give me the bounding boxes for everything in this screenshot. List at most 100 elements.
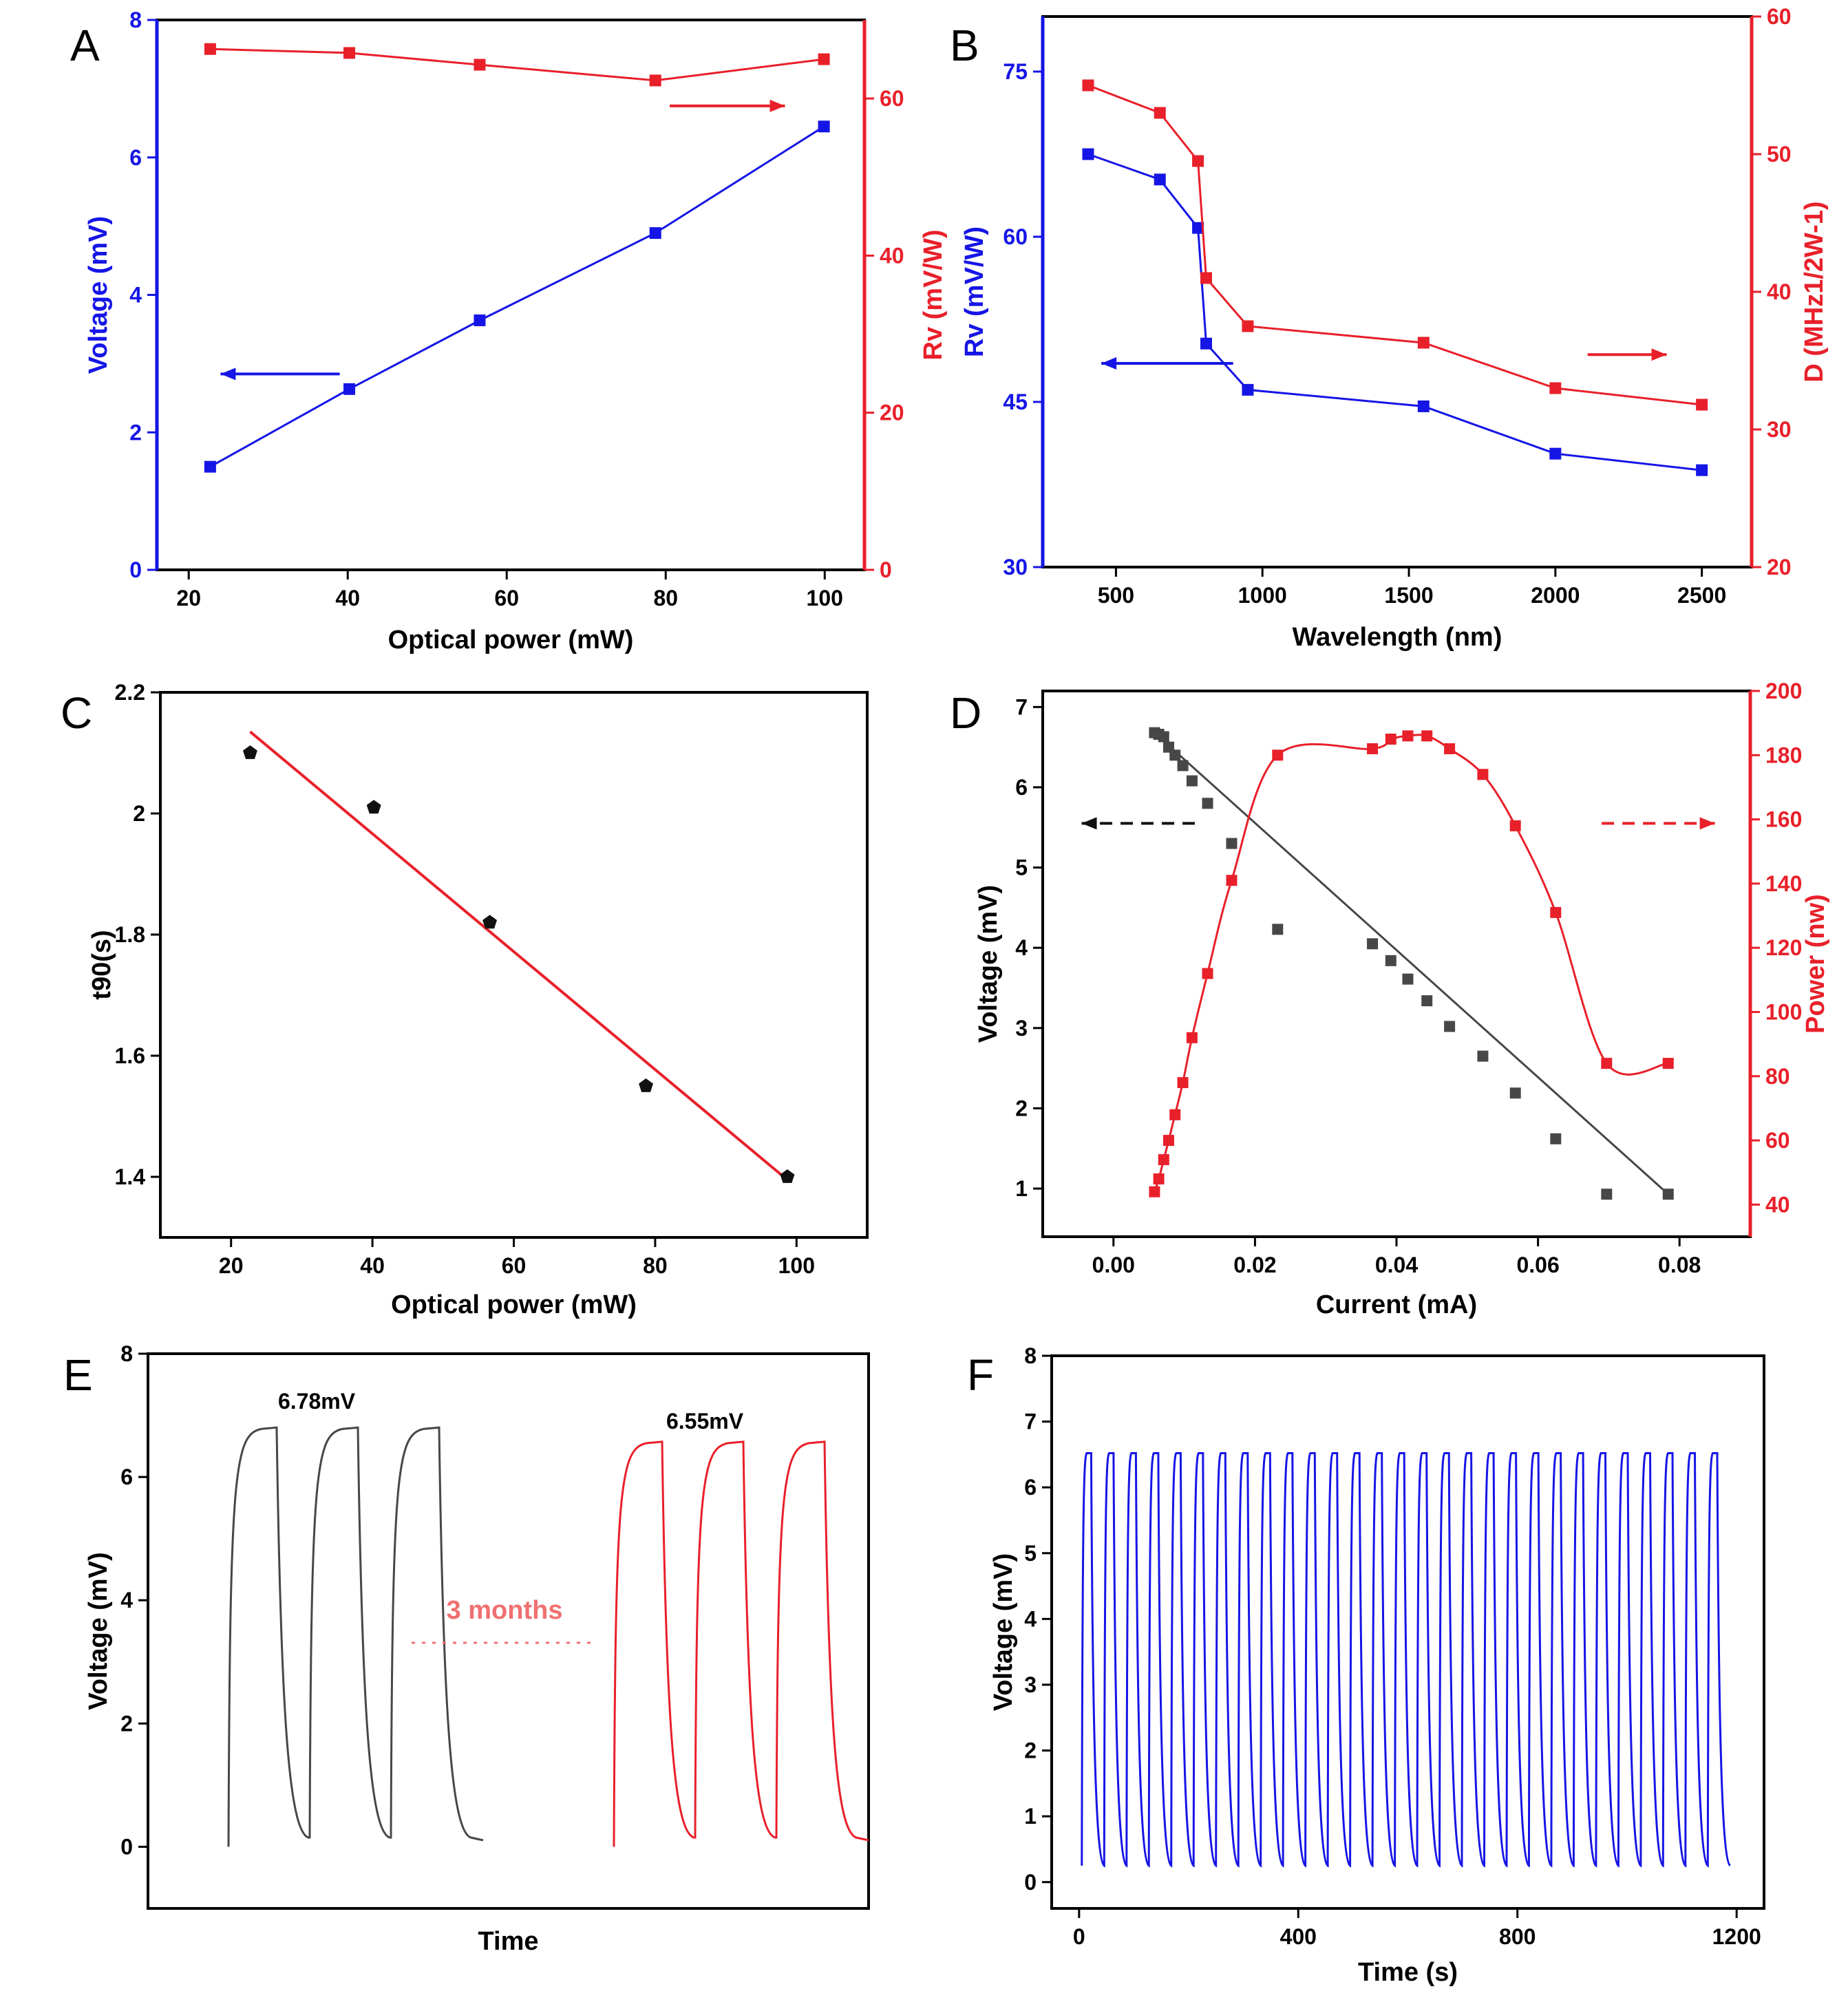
y-tick-label: 4 xyxy=(120,1588,133,1612)
panel-label-a: A xyxy=(70,21,100,70)
voltage-point xyxy=(1186,775,1198,787)
panel-label-f: F xyxy=(967,1350,994,1400)
y-right-tick-label: 20 xyxy=(1767,555,1792,579)
y-tick-label: 6 xyxy=(129,145,142,170)
gap-label: 3 months xyxy=(447,1596,563,1625)
voltage-point xyxy=(1367,938,1379,950)
rv-point xyxy=(1417,400,1430,412)
y-axis-title: Voltage (mV) xyxy=(974,885,1003,1043)
detectivity-point xyxy=(1696,398,1708,411)
plot-frame-f xyxy=(1050,1354,1765,1910)
y-right-tick-label: 120 xyxy=(1765,935,1802,960)
x-axis-title: Optical power (mW) xyxy=(388,626,634,654)
x-tick-label: 1200 xyxy=(1712,1924,1761,1949)
voltage-series-line xyxy=(1154,732,1669,1195)
y-tick-label: 6 xyxy=(120,1465,133,1489)
power-point xyxy=(1477,769,1489,780)
voltage-point xyxy=(1550,1133,1562,1144)
rv-series-line xyxy=(210,47,825,82)
left-axis-arrow-head xyxy=(220,368,236,381)
x-tick-label: 80 xyxy=(643,1253,668,1278)
voltage-point xyxy=(343,383,356,395)
y-tick-label: 7 xyxy=(1024,1409,1037,1434)
power-point xyxy=(1158,1154,1169,1166)
y-tick-label: 60 xyxy=(1003,224,1028,249)
y-right-tick-label: 180 xyxy=(1765,743,1802,767)
x-tick-label: 100 xyxy=(778,1253,815,1278)
x-tick-label: 40 xyxy=(360,1253,385,1278)
power-point xyxy=(1202,968,1213,979)
panel-label-b: B xyxy=(950,21,979,70)
panel-label-c: C xyxy=(61,688,92,738)
detectivity-point xyxy=(1417,337,1430,349)
x-axis-title: Time (s) xyxy=(1358,1958,1458,1987)
detectivity-series-line xyxy=(1087,84,1702,406)
y-right-axis-title: Rv (mV/W) xyxy=(919,230,948,361)
detectivity-point xyxy=(1192,155,1204,167)
plot-b: 500 1000 1500 2000 2500 30 45 60 75 20 30 40 50 60 Wav… xyxy=(960,4,1829,652)
panel-d: D 0.00 0.02 0.04 0.06 0.08 1 2 3 4 5 6 7 40 60 80 100 12… xyxy=(950,679,1830,1319)
y-right-tick-label: 80 xyxy=(1765,1064,1790,1089)
y-tick-label: 0 xyxy=(129,557,142,582)
plot-f: 0 400 800 1200 0 1 2 3 4 5 6 7 8 Time (s) Voltage (mV) xyxy=(989,1343,1765,1987)
y-axis-title: t90(s) xyxy=(87,930,116,999)
y-tick-label: 5 xyxy=(1024,1541,1037,1566)
x-tick-label: 0.08 xyxy=(1658,1253,1701,1277)
x-tick-label: 0 xyxy=(1073,1924,1085,1949)
rv-point xyxy=(1549,447,1562,460)
y-tick-label: 1 xyxy=(1015,1176,1028,1201)
right-axis-arrow-head xyxy=(1699,817,1715,830)
voltage-point xyxy=(1509,1087,1521,1099)
t90-point xyxy=(243,745,257,759)
detectivity-point xyxy=(1242,320,1254,332)
y-tick-label: 2 xyxy=(129,420,142,445)
voltage-point xyxy=(204,460,216,473)
x-tick-label: 40 xyxy=(335,586,360,610)
power-point xyxy=(1149,1186,1160,1197)
power-point xyxy=(1662,1058,1674,1069)
y-tick-label: 30 xyxy=(1003,555,1028,579)
power-point xyxy=(1162,1135,1174,1147)
y-axis-title: Voltage (mV) xyxy=(989,1553,1018,1711)
y-right-tick-label: 200 xyxy=(1765,679,1802,703)
plot-frame-d xyxy=(1041,690,1752,1238)
x-axis-title: Current (mA) xyxy=(1316,1290,1477,1319)
rv-series-line xyxy=(1087,153,1702,471)
right-axis-arrow-head xyxy=(769,99,785,112)
voltage-point xyxy=(1177,760,1189,771)
y-tick-label: 2 xyxy=(1015,1096,1028,1120)
y-tick-label: 1.4 xyxy=(115,1164,146,1189)
y-tick-label: 0 xyxy=(1024,1870,1037,1895)
y-axis-title: Voltage (mV) xyxy=(84,216,113,374)
power-point xyxy=(1385,733,1396,745)
y-tick-label: 3 xyxy=(1024,1672,1037,1697)
power-point xyxy=(1402,730,1414,742)
x-tick-label: 500 xyxy=(1098,583,1134,608)
power-point xyxy=(1177,1077,1189,1089)
y-tick-label: 8 xyxy=(129,8,142,32)
right-axis-arrow-head xyxy=(1651,348,1667,361)
y-right-tick-label: 60 xyxy=(1767,4,1792,29)
y-right-axis-title: Power (nw) xyxy=(1801,894,1830,1034)
detectivity-point xyxy=(1154,107,1166,119)
y-right-axis-title: D (MHz1/2W-1) xyxy=(1800,201,1829,382)
y-tick-label: 75 xyxy=(1003,59,1028,84)
y-right-tick-label: 20 xyxy=(880,401,904,425)
y-axis-title: Voltage (mV) xyxy=(84,1552,113,1710)
voltage-point xyxy=(1169,749,1181,761)
voltage-point xyxy=(1385,955,1396,966)
x-tick-label: 100 xyxy=(807,586,843,610)
voltage-point xyxy=(1158,731,1169,743)
y-tick-label: 1 xyxy=(1024,1804,1037,1829)
voltage-point xyxy=(649,227,661,239)
x-tick-label: 1500 xyxy=(1384,583,1433,608)
x-tick-label: 1000 xyxy=(1238,583,1287,608)
rv-point xyxy=(649,74,661,87)
voltage-series-line xyxy=(209,125,825,468)
rv-point xyxy=(204,43,216,55)
x-tick-label: 80 xyxy=(653,586,678,610)
t90-point xyxy=(366,800,381,814)
voltage-point xyxy=(1272,924,1284,935)
y-tick-label: 6 xyxy=(1024,1475,1037,1500)
